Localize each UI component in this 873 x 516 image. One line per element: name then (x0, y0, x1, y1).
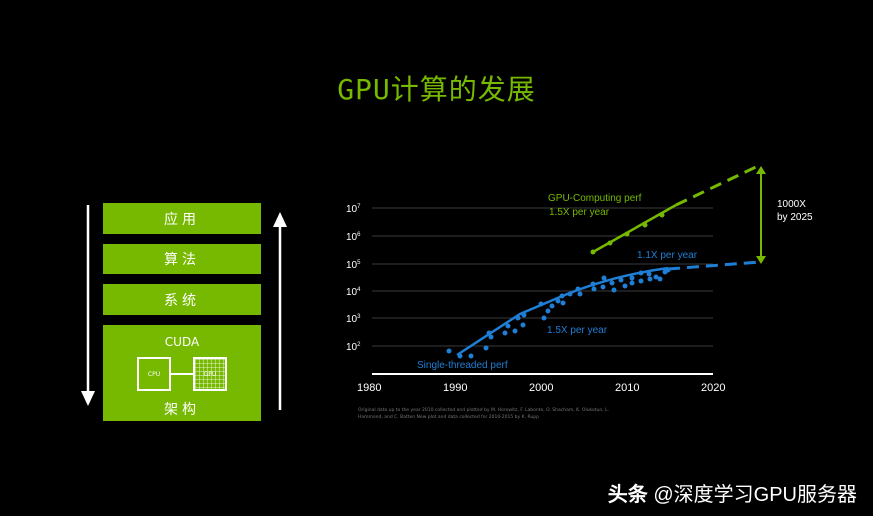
chip-diagram: CPU GPU (132, 357, 232, 397)
svg-text:103: 103 (346, 314, 361, 325)
watermark: 头条 @深度学习GPU服务器 (608, 478, 857, 507)
gpu-chip-icon: GPU (193, 357, 227, 391)
y-tick-labels: 107 106 105 104 103 102 (346, 204, 361, 353)
layer-algorithm: 算法 (103, 244, 261, 274)
cpu-projection (667, 260, 761, 271)
down-arrow-icon (81, 205, 95, 406)
layer-label: 系统 (164, 292, 200, 309)
svg-text:107: 107 (346, 204, 361, 215)
chart-footnote: Original data up to the year 2010 collec… (358, 408, 610, 420)
cpu-series-label: Single-threaded perf (417, 360, 508, 371)
cpu-points (446, 267, 671, 359)
gpu-rate-label: 1.5X per year (549, 207, 610, 218)
svg-text:102: 102 (346, 342, 361, 353)
svg-text:105: 105 (346, 260, 361, 271)
cpu-late-rate-label: 1.1X per year (637, 250, 698, 261)
cpu-early-rate-label: 1.5X per year (547, 325, 608, 336)
layer-application: 应用 (103, 203, 261, 234)
gap-value-label: 1000X (777, 199, 806, 210)
x-tick-2000: 2000 (529, 382, 554, 394)
gpu-series-label: GPU-Computing perf (548, 193, 642, 204)
svg-text:106: 106 (346, 232, 361, 243)
cpu-chip-icon: CPU (137, 357, 171, 391)
up-arrow-icon (273, 212, 287, 410)
chip-connector (171, 373, 193, 375)
layer-system: 系统 (103, 284, 261, 315)
cpu-trend-line (456, 266, 669, 357)
cuda-label: CUDA (164, 335, 200, 349)
watermark-handle: @深度学习GPU服务器 (653, 484, 857, 506)
layer-label: 应用 (164, 211, 200, 228)
layer-architecture: CUDA CPU GPU 架构 (103, 325, 261, 421)
layer-label: 架构 (164, 402, 200, 418)
x-tick-1990: 1990 (443, 382, 468, 394)
slide-title: GPU计算的发展 (337, 73, 536, 106)
svg-text:104: 104 (346, 287, 361, 298)
gpu-projection (675, 164, 759, 207)
gap-year-label: by 2025 (777, 212, 813, 223)
gridlines (372, 207, 713, 347)
x-tick-2010: 2010 (615, 382, 640, 394)
gpu-points (590, 212, 665, 255)
watermark-brand: 头条 (607, 484, 648, 506)
gap-arrow-icon (756, 166, 766, 264)
layer-label: 算法 (164, 252, 200, 268)
x-tick-1980: 1980 (357, 382, 382, 394)
x-tick-2020: 2020 (701, 382, 726, 394)
